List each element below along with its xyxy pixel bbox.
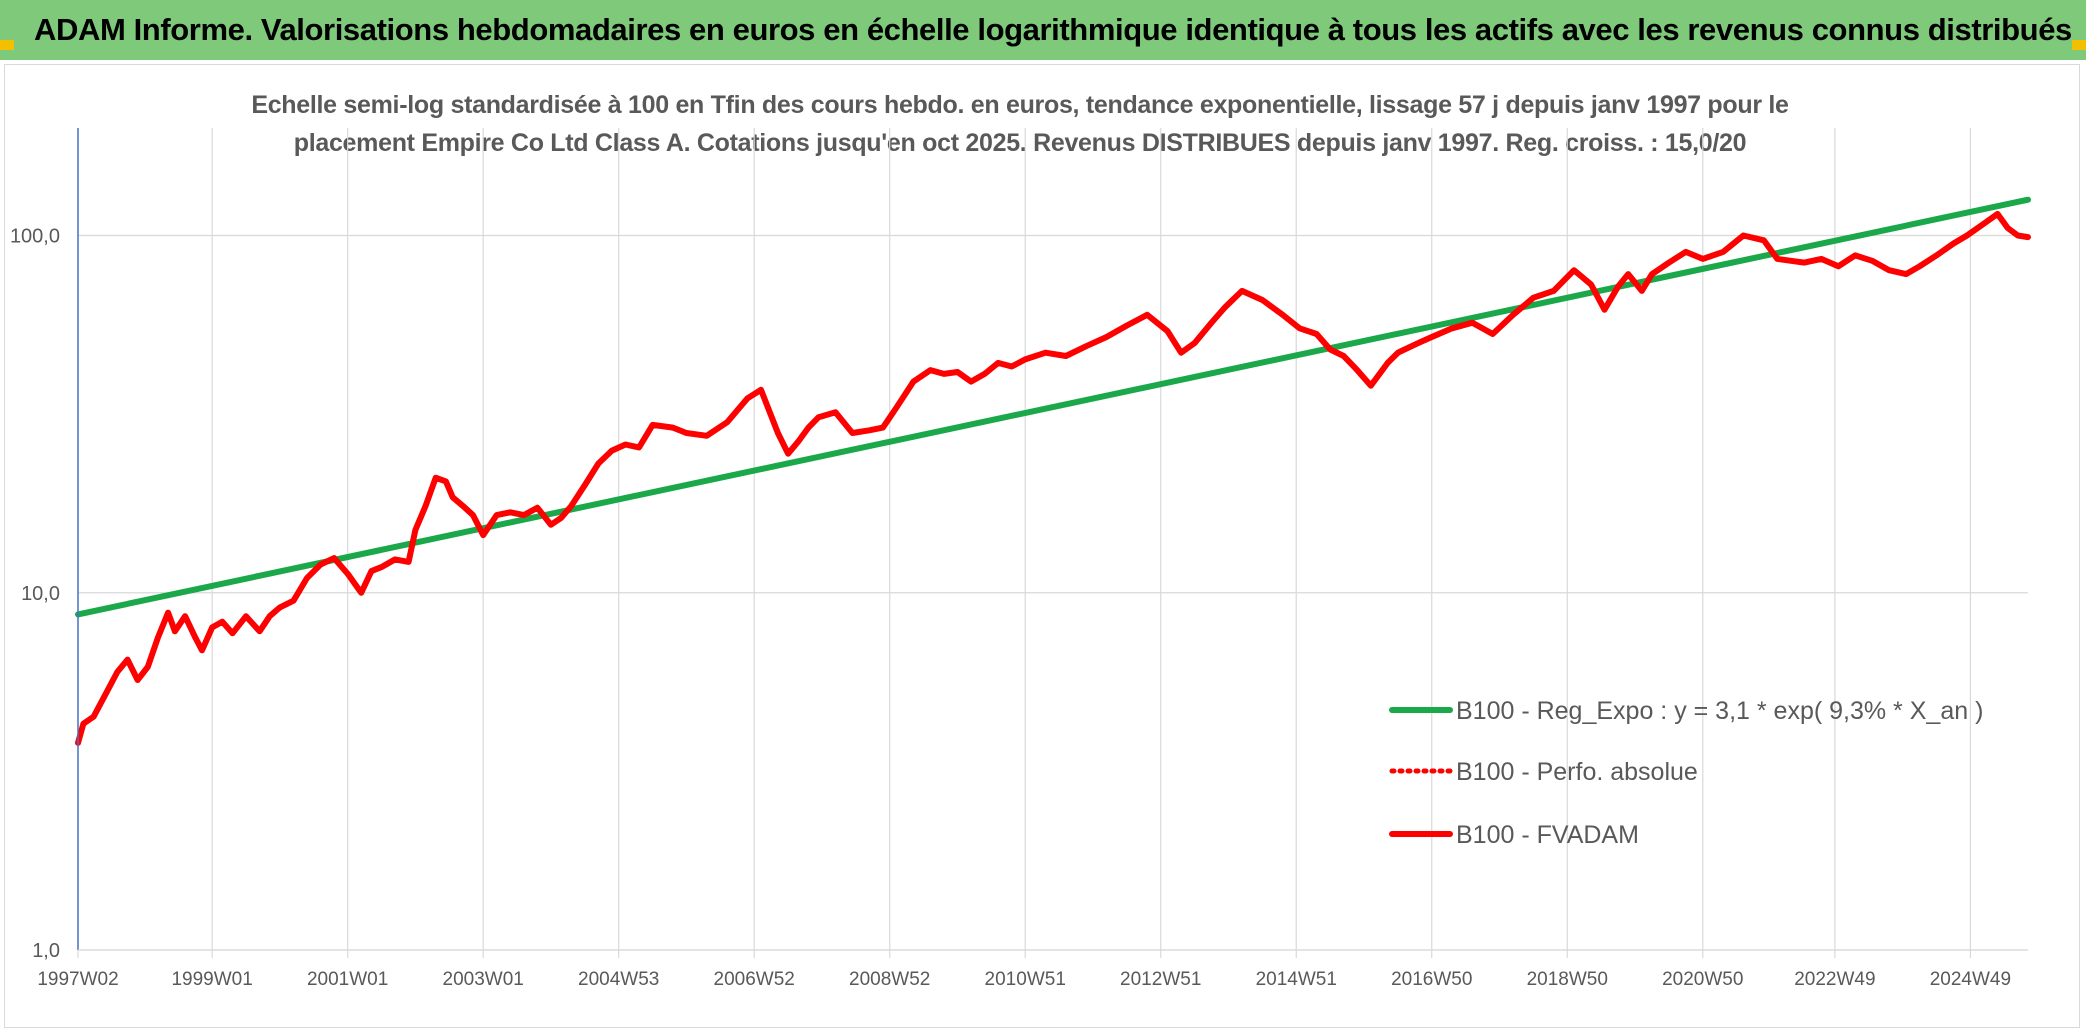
chart-title-line-2: placement Empire Co Ltd Class A. Cotatio… [293, 129, 1747, 157]
legend-label: B100 - Reg_Expo : y = 3,1 * exp( 9,3% * … [1456, 697, 1983, 725]
x-tick-label: 2010W51 [985, 969, 1066, 990]
corner-marker-right [2072, 40, 2086, 50]
x-tick-label: 2001W01 [307, 969, 388, 990]
chart-title-line-1: Echelle semi-log standardisée à 100 en T… [251, 91, 1789, 119]
x-tick-label: 2008W52 [849, 969, 930, 990]
legend-label: B100 - Perfo. absolue [1456, 758, 1698, 786]
gridlines [77, 128, 2028, 958]
fvadam-line [75, 210, 2031, 746]
series-lines [75, 196, 2031, 746]
corner-marker-left [0, 40, 14, 50]
regression-line [75, 196, 2031, 618]
y-tick-label: 10,0 [21, 583, 60, 605]
x-tick-label: 2012W51 [1120, 969, 1201, 990]
page-title: ADAM Informe. Valorisations hebdomadaire… [34, 12, 2072, 47]
chart-title: Echelle semi-log standardisée à 100 en T… [200, 86, 1840, 162]
x-tick-label: 2024W49 [1930, 969, 2011, 990]
legend-label: B100 - FVADAM [1456, 821, 1639, 849]
x-tick-label: 2018W50 [1527, 969, 1608, 990]
axes: 100,0 10,0 1,0 1997W02 1999W01 2001W01 2003W01… [10, 128, 2028, 990]
header-banner: ADAM Informe. Valorisations hebdomadaire… [0, 0, 2086, 60]
x-tick-label: 2006W52 [714, 969, 795, 990]
chart-frame [4, 64, 2080, 1028]
x-tick-label: 1997W02 [37, 969, 118, 990]
x-tick-label: 1999W01 [171, 969, 252, 990]
x-tick-label: 2004W53 [578, 969, 659, 990]
x-tick-label: 2016W50 [1391, 969, 1472, 990]
y-tick-label: 100,0 [10, 226, 60, 248]
y-tick-label: 1,0 [32, 940, 60, 962]
x-tick-label: 2003W01 [443, 969, 524, 990]
legend: B100 - Reg_Expo : y = 3,1 * exp( 9,3% * … [1389, 697, 1983, 849]
x-tick-label: 2020W50 [1662, 969, 1743, 990]
x-tick-label: 2022W49 [1794, 969, 1875, 990]
x-tick-label: 2014W51 [1256, 969, 1337, 990]
